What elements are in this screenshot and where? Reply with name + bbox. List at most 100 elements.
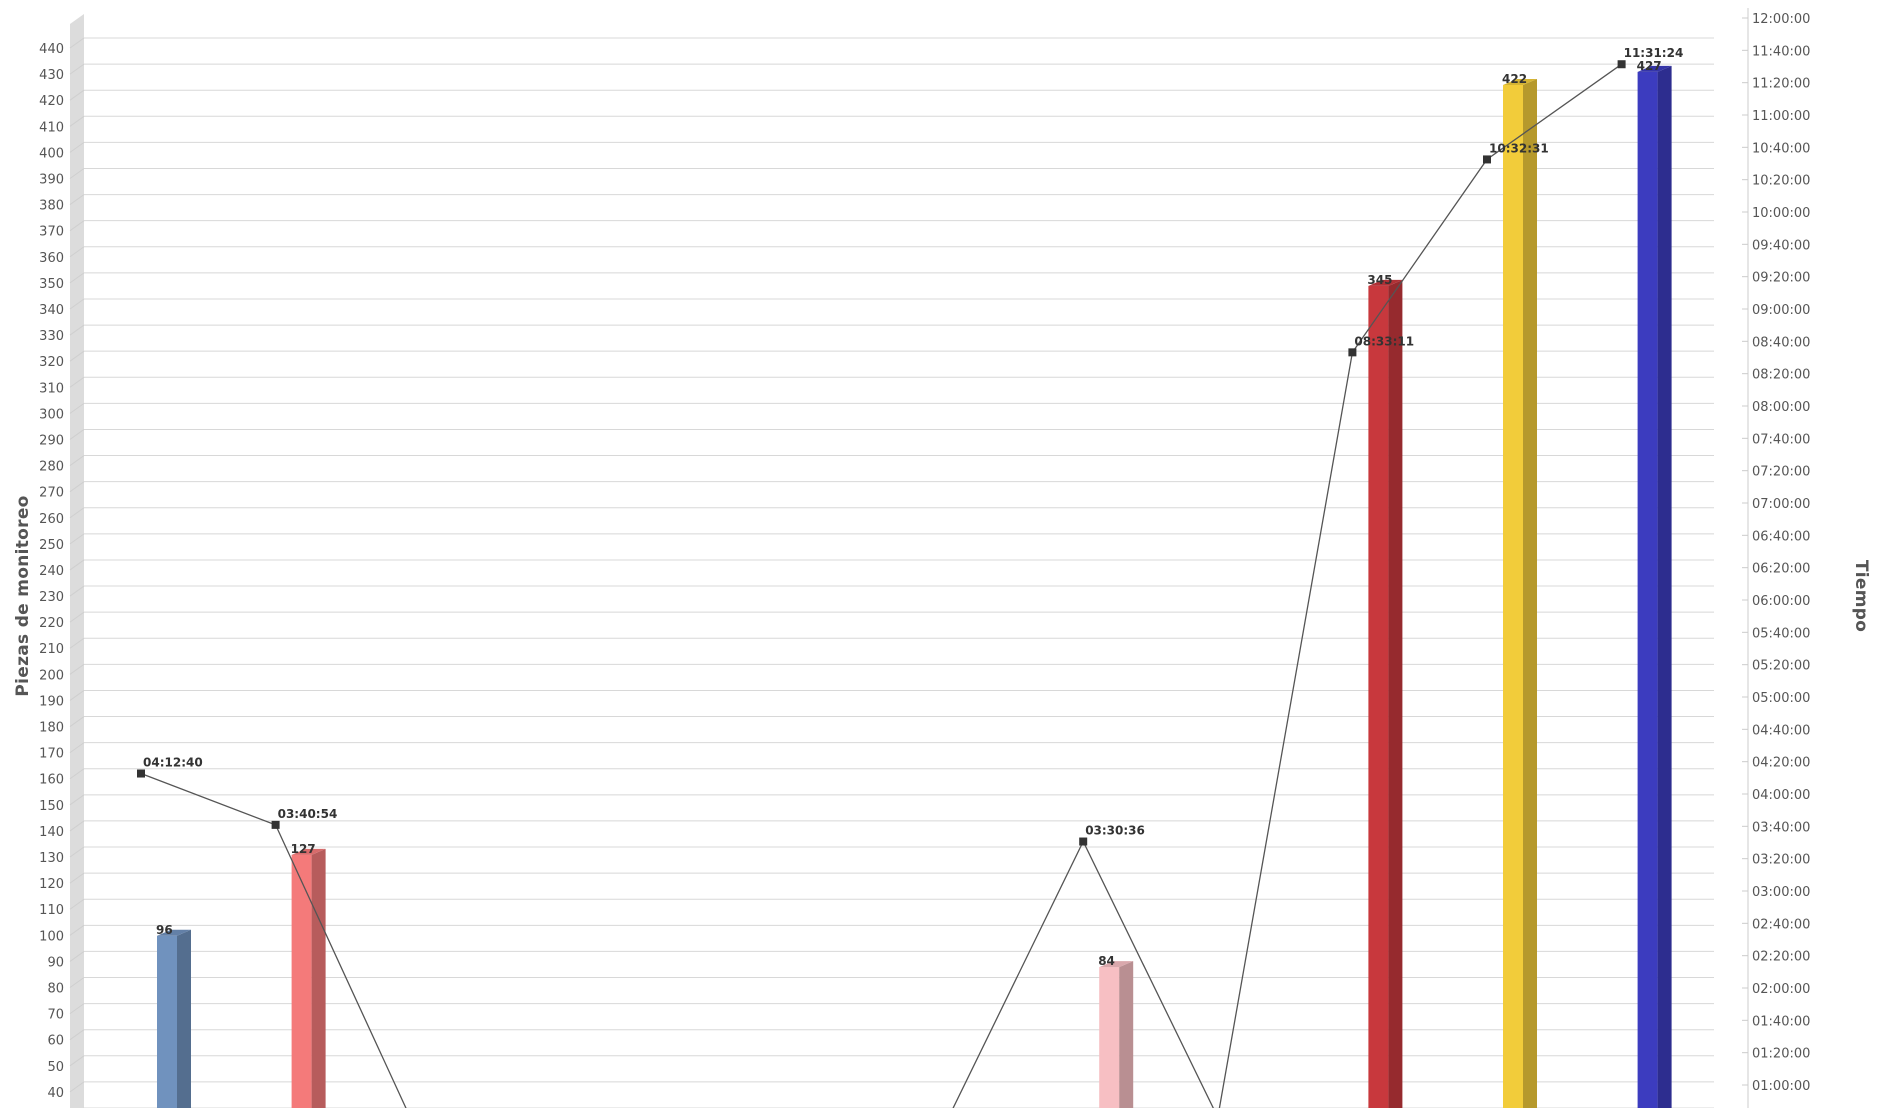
- right-axis-title: Tiempo: [1851, 560, 1871, 632]
- right-tick-label: 08:00:00: [1752, 400, 1810, 415]
- right-tick-label: 08:40:00: [1752, 335, 1810, 350]
- time-value-label: 08:33:11: [1354, 334, 1414, 348]
- bar: [1099, 961, 1134, 1108]
- gridline-depth: [69, 376, 85, 388]
- gridline-depth: [69, 611, 85, 623]
- left-tick-label: 300: [39, 407, 64, 422]
- right-tick-label: 04:00:00: [1752, 788, 1810, 803]
- gridline-depth: [69, 585, 85, 597]
- left-tick-label: 130: [39, 851, 64, 866]
- time-marker: [1617, 60, 1626, 69]
- right-tick-label: 01:00:00: [1752, 1079, 1810, 1094]
- gridline-depth: [69, 507, 85, 519]
- right-tick-label: 03:00:00: [1752, 885, 1810, 900]
- bar-top: [291, 848, 326, 855]
- left-tick-label: 50: [47, 1060, 64, 1075]
- left-tick-label: 60: [47, 1034, 64, 1049]
- left-tick-label: 150: [39, 799, 64, 814]
- gridline-depth: [69, 794, 85, 806]
- gridline-depth: [69, 533, 85, 545]
- gridline-depth: [69, 37, 85, 49]
- gridline-depth: [69, 168, 85, 179]
- gridline-depth: [69, 272, 85, 284]
- left-tick-label: 420: [39, 94, 64, 109]
- gridline-depth: [69, 768, 85, 780]
- gridline-depth: [69, 455, 85, 466]
- bar-top: [157, 929, 191, 936]
- bar-top: [1368, 279, 1403, 286]
- bar: [1503, 78, 1537, 1108]
- left-tick-label: 100: [39, 929, 64, 944]
- left-tick-label: 360: [39, 251, 64, 266]
- time-line: [140, 63, 1622, 1108]
- right-tick-label: 06:20:00: [1752, 562, 1810, 577]
- time-value-label: 03:30:36: [1085, 824, 1145, 838]
- left-tick-label: 170: [39, 747, 64, 762]
- gridline-depth: [69, 246, 85, 258]
- time-marker: [1079, 837, 1088, 846]
- left-tick-label: 120: [39, 877, 64, 892]
- gridline-depth: [69, 63, 85, 75]
- gridline-depth: [69, 663, 85, 675]
- gridline-depth: [69, 1055, 85, 1067]
- gridline-depth: [69, 820, 85, 832]
- right-tick-label: 12:00:00: [1752, 12, 1810, 27]
- right-tick-label: 09:20:00: [1752, 271, 1810, 286]
- gridline-depth: [69, 637, 85, 649]
- gridline-depth: [69, 846, 85, 858]
- bar-front: [1637, 71, 1658, 1108]
- right-tick-label: 10:40:00: [1752, 141, 1810, 156]
- bar: [1368, 279, 1403, 1108]
- right-tick-label: 03:40:00: [1752, 820, 1810, 835]
- gridline-depth: [69, 481, 85, 493]
- left-tick-label: 40: [47, 1086, 64, 1101]
- right-tick-label: 05:00:00: [1752, 691, 1810, 706]
- right-tick-label: 02:20:00: [1752, 950, 1810, 965]
- gridline-depth: [69, 872, 85, 884]
- left-tick-label: 210: [39, 642, 64, 657]
- left-tick-label: 70: [47, 1008, 64, 1023]
- bar-side: [1523, 78, 1537, 1108]
- left-tick-label: 220: [39, 616, 64, 631]
- gridline-depth: [69, 350, 85, 362]
- left-tick-label: 230: [39, 590, 64, 605]
- gridline-depth: [69, 559, 85, 571]
- time-marker: [271, 820, 280, 829]
- bar-value-label: 84: [1098, 954, 1115, 968]
- right-tick-label: 09:00:00: [1752, 303, 1810, 318]
- left-tick-label: 180: [39, 721, 64, 736]
- bar-value-label: 427: [1637, 59, 1662, 73]
- left-tick-label: 240: [39, 564, 64, 579]
- left-tick-label: 140: [39, 825, 64, 840]
- time-value-label: 10:32:31: [1489, 141, 1549, 155]
- gridlines: [69, 8, 1749, 1108]
- left-tick-label: 440: [39, 42, 64, 57]
- right-tick-label: 02:40:00: [1752, 917, 1810, 932]
- left-axis-ticks: 3040506070809010011012013014015016017018…: [39, 42, 64, 1101]
- right-tick-label: 07:40:00: [1752, 432, 1810, 447]
- left-tick-label: 250: [39, 538, 64, 553]
- left-tick-label: 430: [39, 68, 64, 83]
- left-axis-title: Piezas de monitoreo: [13, 495, 33, 696]
- right-tick-label: 06:40:00: [1752, 529, 1810, 544]
- bar-side: [1388, 279, 1403, 1108]
- left-tick-label: 330: [39, 329, 64, 344]
- bar-front: [1099, 967, 1120, 1108]
- gridline-depth: [69, 141, 85, 153]
- gridline-depth: [69, 977, 85, 988]
- right-tick-label: 05:40:00: [1752, 626, 1810, 641]
- right-tick-label: 11:20:00: [1752, 77, 1810, 92]
- gridline-depth: [69, 690, 85, 701]
- gridline-depth: [69, 194, 85, 205]
- time-value-label: 11:31:24: [1624, 46, 1684, 60]
- left-wall: [70, 14, 84, 1108]
- bar-value-label: 345: [1367, 273, 1392, 287]
- gridline-depth: [69, 298, 85, 310]
- gridline-depth: [69, 402, 85, 414]
- left-tick-label: 260: [39, 512, 64, 527]
- right-tick-label: 04:20:00: [1752, 756, 1810, 771]
- bar: [1637, 65, 1672, 1108]
- bar-front: [1503, 84, 1523, 1108]
- gridline-depth: [69, 89, 85, 101]
